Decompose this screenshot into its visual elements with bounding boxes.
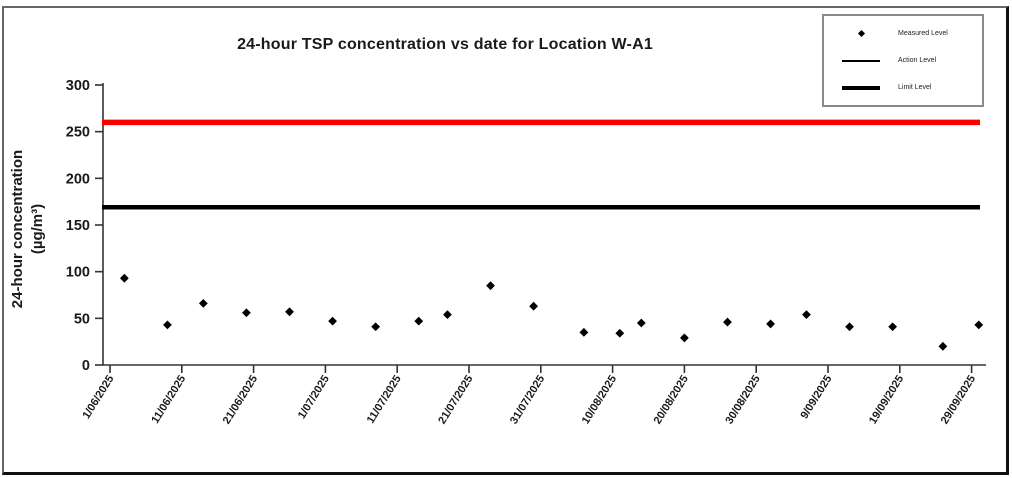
x-tick-label: 19/09/2025 — [867, 373, 906, 426]
legend-label-action: Action Level — [898, 57, 937, 64]
y-tick-label: 150 — [66, 218, 90, 234]
x-tick-label: 30/08/2025 — [723, 373, 762, 426]
data-point — [529, 301, 539, 311]
legend-label-limit: Limit Level — [898, 84, 932, 91]
legend-row-measured: Measured Level — [824, 29, 982, 38]
data-point — [443, 310, 452, 319]
black-line-icon — [842, 59, 880, 62]
x-tick-label: 20/08/2025 — [652, 373, 691, 426]
y-tick-label: 0 — [82, 358, 90, 374]
data-point — [766, 319, 775, 329]
data-point — [198, 299, 208, 308]
y-tick-label: 100 — [66, 265, 90, 281]
legend-box: Measured Level Action Level Limit Level — [822, 14, 984, 107]
red-line-icon — [842, 85, 880, 90]
data-point — [119, 273, 129, 283]
data-point — [579, 327, 589, 337]
legend-row-limit: Limit Level — [824, 84, 982, 91]
x-tick-label: 11/06/2025 — [149, 373, 188, 426]
x-tick-label: 29/09/2025 — [939, 373, 978, 426]
x-tick-label: 1/07/2025 — [296, 373, 332, 421]
x-tick-label: 11/07/2025 — [365, 373, 404, 426]
data-point — [802, 310, 811, 319]
data-point — [486, 281, 495, 291]
y-tick-label: 250 — [66, 125, 90, 141]
legend-row-action: Action Level — [824, 57, 982, 64]
legend-label-measured: Measured Level — [898, 30, 948, 37]
limit-level-line-sample — [824, 85, 898, 90]
data-point — [615, 328, 625, 338]
diamond-icon — [857, 29, 865, 38]
y-tick-label: 200 — [66, 171, 90, 187]
data-point — [242, 308, 251, 318]
y-axis-ticks: 0 50 100 150 200 250 300 — [66, 78, 103, 374]
data-point — [414, 316, 424, 326]
chart-title: 24-hour TSP concentration vs date for Lo… — [237, 36, 653, 53]
data-point — [974, 320, 984, 330]
data-point — [285, 307, 294, 317]
y-tick-label: 50 — [74, 311, 90, 327]
data-point — [328, 316, 337, 326]
data-point — [888, 322, 898, 332]
data-points — [119, 273, 984, 351]
data-point — [723, 317, 732, 327]
x-tick-label: 9/09/2025 — [798, 373, 834, 421]
data-point — [680, 333, 689, 343]
x-tick-label: 10/08/2025 — [580, 373, 619, 426]
data-point — [636, 318, 646, 328]
x-tick-label: 1/06/2025 — [80, 373, 116, 421]
data-point — [371, 322, 381, 332]
data-point — [938, 341, 948, 351]
x-tick-label: 21/07/2025 — [436, 373, 475, 426]
measured-level-marker-sample — [824, 29, 898, 38]
data-point — [845, 322, 854, 332]
axes — [102, 83, 986, 366]
x-tick-label: 31/07/2025 — [508, 373, 547, 426]
x-tick-label: 21/06/2025 — [221, 373, 260, 426]
y-tick-label: 300 — [66, 78, 90, 94]
x-axis-ticks: 1/06/2025 11/06/2025 21/06/2025 1/07/2025 11… — [80, 365, 978, 426]
action-level-line-sample — [824, 59, 898, 62]
data-point — [163, 320, 172, 330]
